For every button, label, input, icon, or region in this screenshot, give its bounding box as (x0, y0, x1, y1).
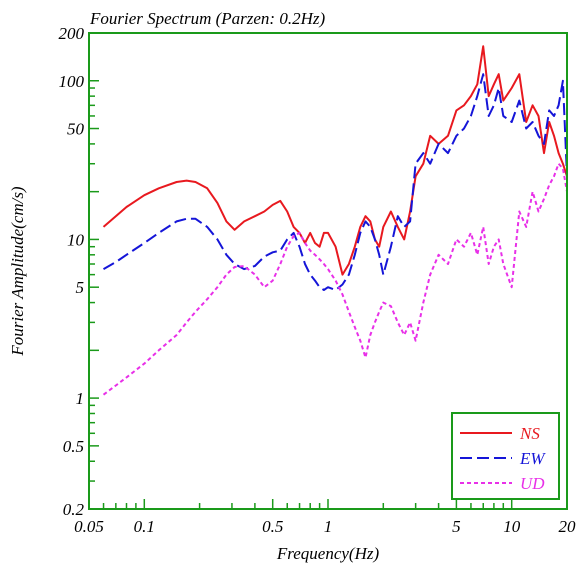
legend-box (451, 412, 560, 500)
y-tick-label: 10 (67, 230, 85, 249)
y-tick-label: 5 (76, 278, 85, 297)
x-tick-label: 20 (559, 517, 577, 536)
y-tick-label: 100 (59, 72, 85, 91)
x-tick-label: 0.5 (262, 517, 283, 536)
x-tick-label: 0.1 (134, 517, 155, 536)
x-axis-label: Frequency(Hz) (276, 544, 380, 563)
axis-ticks: 0.05 0.1 0.5 1 5 10 20 0.2 0.5 1 5 10 50 100 200 (59, 24, 577, 536)
legend-items: NS EW UD (460, 424, 546, 493)
legend: NS EW UD (451, 412, 560, 500)
series-line-ns (102, 45, 568, 276)
legend-label-ns: NS (519, 424, 540, 443)
series-line-ew (103, 73, 568, 291)
y-tick-label: 1 (76, 389, 85, 408)
x-tick-label: 5 (452, 517, 461, 536)
series-line-ud (102, 162, 568, 396)
x-tick-label: 1 (324, 517, 333, 536)
y-tick-label: 0.5 (63, 437, 84, 456)
series-layer (102, 45, 568, 396)
legend-label-ew: EW (519, 449, 546, 468)
x-tick-label: 0.05 (74, 517, 104, 536)
y-axis-label: Fourier Amplitude(cm/s) (8, 186, 27, 357)
chart-title: Fourier Spectrum (Parzen: 0.2Hz) (89, 9, 325, 28)
y-tick-label: 200 (59, 24, 85, 43)
legend-label-ud: UD (520, 474, 545, 493)
y-tick-label: 0.2 (63, 500, 85, 519)
y-tick-label: 50 (67, 120, 85, 139)
x-tick-label: 10 (503, 517, 521, 536)
